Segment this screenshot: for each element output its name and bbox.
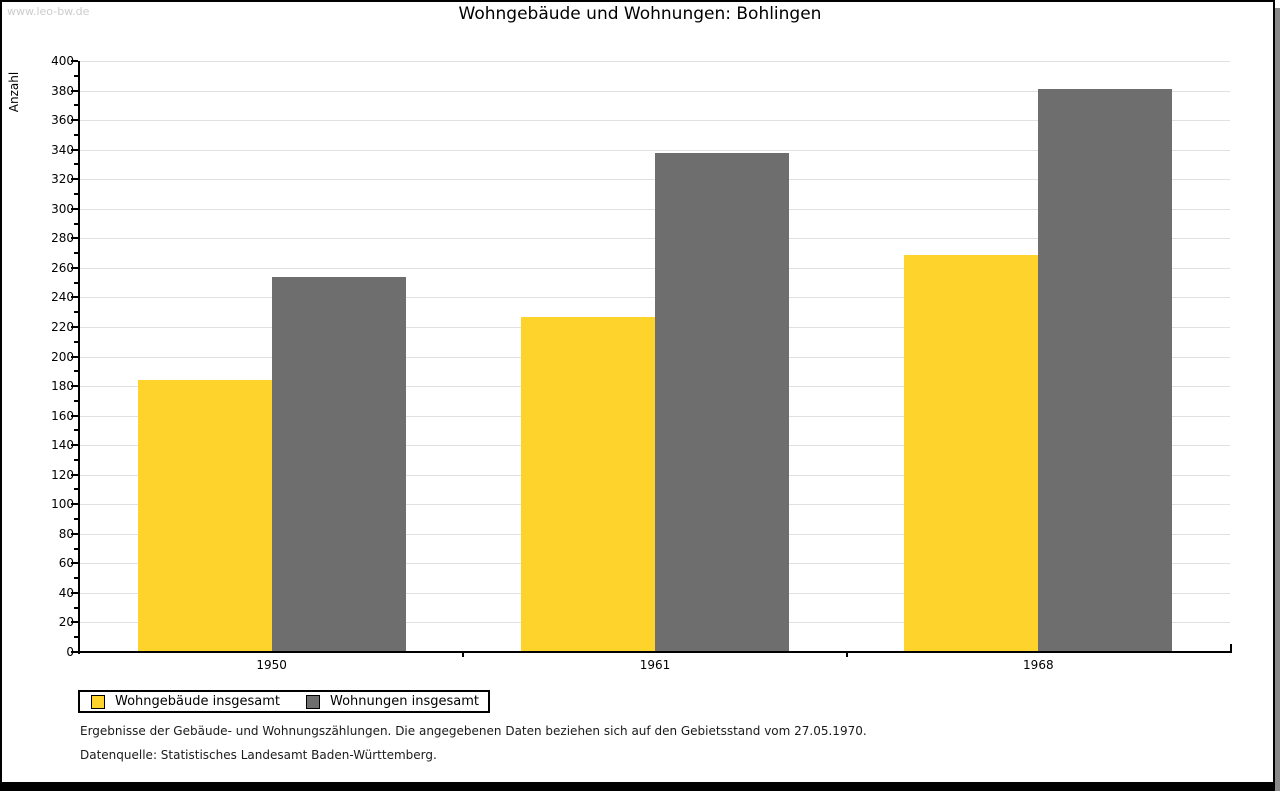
y-major-tick <box>71 621 78 624</box>
bar-1961-wohnungen <box>655 152 790 652</box>
x-boundary-tick <box>845 653 848 657</box>
legend-label: Wohnungen insgesamt <box>330 694 479 709</box>
y-axis-line <box>78 61 80 654</box>
y-minor-tick <box>74 458 78 461</box>
y-minor-tick <box>74 399 78 402</box>
y-tick-label: 300 <box>51 201 74 216</box>
y-minor-tick <box>74 429 78 432</box>
chart-legend: Wohngebäude insgesamt Wohnungen insgesam… <box>78 690 490 713</box>
bar-1961-wohngebaeude <box>520 316 655 652</box>
y-tick-label: 180 <box>51 379 74 394</box>
y-major-tick <box>71 89 78 92</box>
x-axis-line <box>78 651 1232 653</box>
bottom-bar <box>0 782 1275 791</box>
y-minor-tick <box>74 74 78 77</box>
y-minor-tick <box>74 577 78 580</box>
y-minor-tick <box>74 163 78 166</box>
x-boundary-tick <box>462 653 465 657</box>
gridline <box>80 149 1230 151</box>
y-minor-tick <box>74 606 78 609</box>
y-tick-label: 40 <box>58 585 74 600</box>
y-major-tick <box>71 266 78 269</box>
y-major-tick <box>71 591 78 594</box>
y-major-tick <box>71 178 78 181</box>
y-major-tick <box>71 207 78 210</box>
legend-label: Wohngebäude insgesamt <box>115 694 280 709</box>
y-tick-label: 140 <box>51 438 74 453</box>
y-minor-tick <box>74 104 78 107</box>
y-major-tick <box>71 119 78 122</box>
y-tick-label: 80 <box>58 526 74 541</box>
y-major-tick <box>71 296 78 299</box>
x-axis-label: 1961 <box>639 658 671 672</box>
y-tick-label: 100 <box>51 497 74 512</box>
y-tick-label: 320 <box>51 172 74 187</box>
page-title: Wohngebäude und Wohnungen: Bohlingen <box>458 4 822 24</box>
y-minor-tick <box>74 311 78 314</box>
y-minor-tick <box>74 281 78 284</box>
footnote-survey-info: Ergebnisse der Gebäude- und Wohnungszähl… <box>80 724 867 738</box>
y-tick-label: 380 <box>51 83 74 98</box>
y-minor-tick <box>74 547 78 550</box>
y-tick-label: 240 <box>51 290 74 305</box>
y-major-tick <box>71 414 78 417</box>
y-tick-label: 60 <box>58 556 74 571</box>
gridline <box>80 61 1230 62</box>
y-tick-label: 260 <box>51 260 74 275</box>
y-tick-label: 0 <box>66 645 74 659</box>
y-minor-tick <box>74 488 78 491</box>
y-minor-tick <box>74 133 78 136</box>
x-axis-label: 1950 <box>256 658 287 672</box>
gridline <box>80 120 1230 122</box>
y-axis-title: Anzahl <box>7 71 21 113</box>
y-minor-tick <box>74 518 78 521</box>
y-tick-label: 280 <box>51 231 74 246</box>
bar-1968-wohnungen <box>1038 89 1173 652</box>
y-major-tick <box>71 60 78 62</box>
y-minor-tick <box>74 636 78 639</box>
y-tick-label: 200 <box>51 349 74 364</box>
y-tick-label: 20 <box>58 615 74 630</box>
y-tick-label: 220 <box>51 319 74 334</box>
y-minor-tick <box>74 340 78 343</box>
bar-1968-wohngebaeude <box>904 254 1039 652</box>
y-major-tick <box>71 651 78 653</box>
y-major-tick <box>71 562 78 565</box>
y-major-tick <box>71 385 78 388</box>
y-major-tick <box>71 325 78 328</box>
footnote-data-source: Datenquelle: Statistisches Landesamt Bad… <box>80 748 437 762</box>
y-major-tick <box>71 473 78 476</box>
y-tick-label: 160 <box>51 408 74 423</box>
y-tick-label: 120 <box>51 467 74 482</box>
y-major-tick <box>71 355 78 358</box>
y-major-tick <box>71 503 78 506</box>
window-shadow <box>1275 8 1280 791</box>
y-minor-tick <box>74 370 78 373</box>
y-minor-tick <box>74 222 78 225</box>
y-minor-tick <box>74 192 78 195</box>
y-major-tick <box>71 148 78 151</box>
y-major-tick <box>71 532 78 535</box>
bar-1950-wohngebaeude <box>137 380 272 652</box>
legend-swatch-gray <box>306 694 320 709</box>
x-axis-label: 1968 <box>1023 658 1054 672</box>
legend-item-wohngebaeude: Wohngebäude insgesamt <box>91 694 280 709</box>
legend-swatch-yellow <box>91 694 105 709</box>
y-major-tick <box>71 237 78 240</box>
y-tick-label: 340 <box>51 142 74 157</box>
y-major-tick <box>71 444 78 447</box>
gridline <box>80 90 1230 92</box>
legend-item-wohnungen: Wohnungen insgesamt <box>306 694 479 709</box>
y-tick-label: 400 <box>51 54 74 68</box>
watermark: www.leo-bw.de <box>7 5 90 18</box>
y-tick-label: 360 <box>51 113 74 128</box>
y-minor-tick <box>74 252 78 255</box>
bar-1950-wohnungen <box>271 276 406 652</box>
x-end-tick <box>1230 644 1232 652</box>
